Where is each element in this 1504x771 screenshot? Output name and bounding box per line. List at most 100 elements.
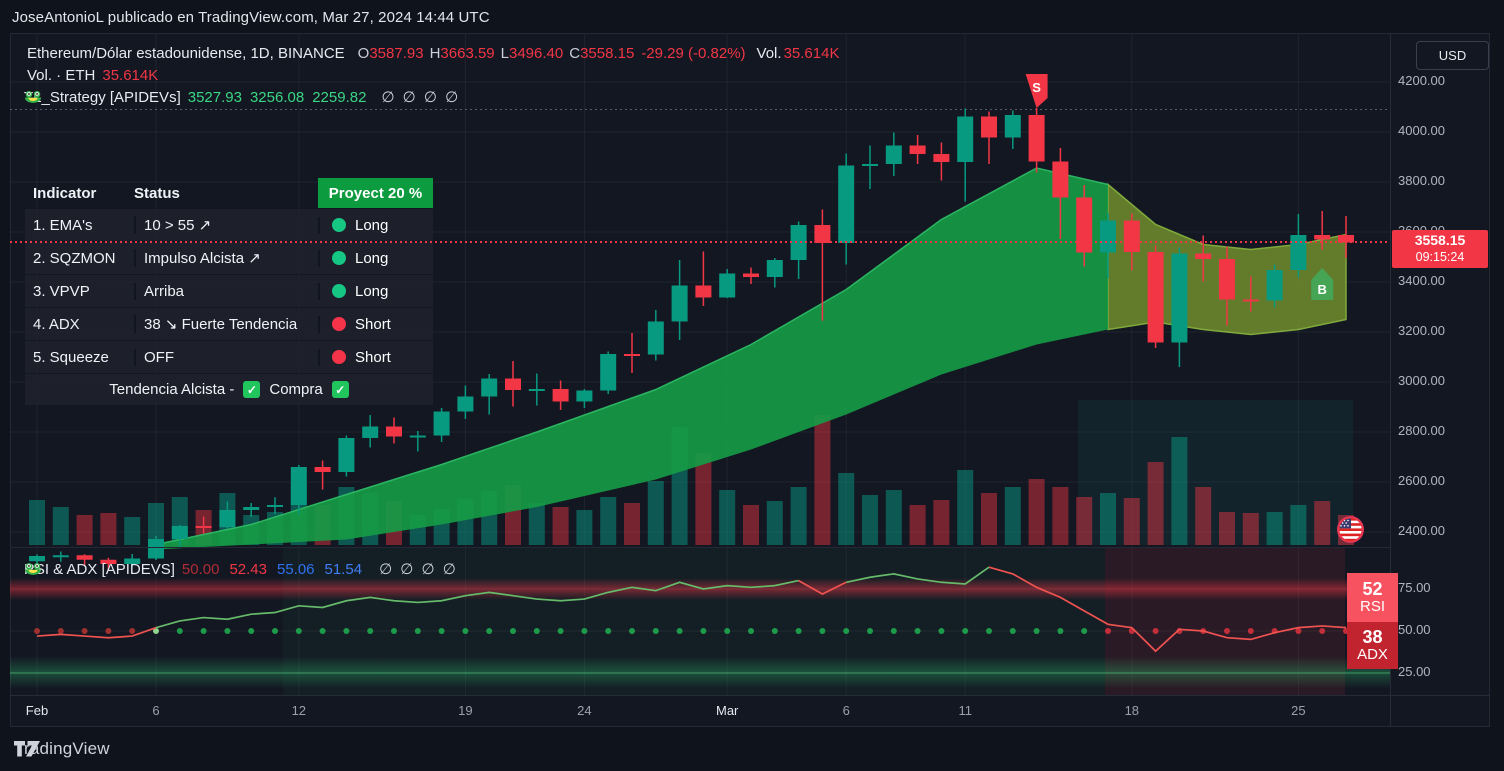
indicator-row: 2. SQZMON Impulso Alcista ↗ Long	[25, 242, 433, 274]
indicator-status: 38 ↘ Fuerte Tendencia	[134, 315, 318, 333]
us-flag-icon[interactable]	[1336, 515, 1365, 544]
published-byline: JoseAntonioL publicado en TradingView.co…	[12, 9, 490, 26]
frog-logo-icon	[24, 563, 42, 575]
indicator-row: 5. Squeeze OFF Short	[25, 341, 433, 373]
rsi-midline-dot	[724, 628, 731, 634]
rsi-midline-dot	[771, 628, 778, 634]
pane-divider[interactable]	[10, 547, 1390, 548]
rsi-midline-dot	[105, 628, 112, 634]
candle	[362, 426, 379, 438]
rsi-badge-label: RSI	[1359, 597, 1385, 615]
symbol-title: Ethereum/Dólar estadounidense, 1D, BINAN…	[27, 45, 345, 62]
rsi-midline-dot	[200, 628, 207, 634]
symbol-legend-row[interactable]: Ethereum/Dólar estadounidense, 1D, BINAN…	[27, 45, 839, 62]
volume-bar	[719, 490, 736, 545]
candle	[457, 396, 474, 412]
strategy-legend-row[interactable]: TL_Strategy [APIDEVs] 3527.93 3256.08 2259…	[24, 88, 461, 107]
indicator-signal: Long	[318, 282, 433, 300]
rsi-midline-dot	[867, 628, 873, 634]
rsi-midline-dot	[81, 628, 88, 634]
candle	[195, 526, 212, 528]
price-tick-label: 2800.00	[1398, 423, 1445, 438]
rsi-midline-dot	[319, 628, 326, 634]
frog-logo-icon	[24, 91, 42, 103]
candle	[624, 354, 640, 356]
candle	[885, 145, 902, 164]
rsi-line-down-segment	[36, 626, 157, 639]
ohlc-value: 3663.59	[440, 45, 495, 62]
rsi-legend-value: 55.06	[276, 560, 315, 578]
candle	[647, 321, 664, 355]
volume-bar	[743, 505, 759, 545]
candle	[1338, 235, 1354, 243]
ohlc-letter: L	[500, 45, 509, 62]
volume-bar	[1195, 487, 1212, 545]
volume-bar	[1266, 512, 1283, 545]
rsi-midline-dot	[938, 628, 945, 634]
candle	[1076, 197, 1093, 253]
candle	[671, 285, 688, 322]
tradingview-logo[interactable]: TradingView	[14, 739, 110, 759]
volume-bar	[1290, 505, 1307, 545]
sell-signal-marker[interactable]	[1025, 74, 1048, 108]
last-price-value: 3558.15	[1414, 232, 1466, 248]
panel-header-status: Status	[134, 184, 180, 202]
candle	[1219, 259, 1235, 300]
volume-legend-row[interactable]: Vol. · ETH 35.614K	[27, 67, 158, 84]
buy-signal-marker[interactable]	[1311, 268, 1334, 300]
volume-bar	[1219, 512, 1235, 545]
strategy-value: 2259.82	[312, 88, 367, 106]
indicator-status: Impulso Alcista ↗	[134, 249, 318, 267]
rsi-legend-row[interactable]: RSI & ADX [APIDEVS] 50.00 52.43 55.06 51.54…	[24, 560, 458, 579]
candle	[862, 164, 878, 166]
indicator-row: 4. ADX 38 ↘ Fuerte Tendencia Short	[25, 308, 433, 340]
rsi-midline-dot	[843, 628, 850, 634]
rsi-midline-dot	[914, 628, 921, 634]
volume-bar	[862, 495, 878, 545]
candle	[1100, 220, 1116, 253]
rsi-midline-dot	[34, 628, 40, 634]
indicator-name: 4. ADX	[33, 315, 80, 333]
time-tick-label: Feb	[25, 703, 49, 718]
rsi-pane-canvas[interactable]	[0, 547, 1390, 695]
indicator-name: 2. SQZMON	[33, 249, 116, 267]
price-tick-label: 2600.00	[1398, 473, 1445, 488]
candle	[148, 539, 164, 559]
rsi-legend-value: 50.00	[181, 560, 220, 578]
candle	[1028, 115, 1045, 162]
candle	[838, 165, 855, 243]
candle	[1052, 161, 1069, 198]
rsi-value-badge: 52 RSI	[1347, 573, 1398, 622]
volume-bar	[1147, 462, 1164, 545]
volume-bar	[695, 453, 712, 545]
indicator-signal: Long	[318, 249, 433, 267]
rsi-midline-dot	[343, 628, 350, 634]
candle	[386, 426, 402, 437]
currency-toggle-button[interactable]: USD	[1416, 41, 1489, 70]
signal-dot-icon	[332, 350, 346, 364]
time-axis-separator[interactable]	[10, 695, 1490, 696]
change-value: -29.29 (-0.82%)	[641, 45, 746, 62]
rsi-midline-dot	[414, 628, 421, 634]
candle	[338, 438, 355, 472]
volume-bar	[1100, 493, 1116, 545]
price-axis-separator[interactable]	[1390, 33, 1391, 727]
time-tick-label: 6	[842, 703, 850, 718]
candle	[171, 526, 188, 539]
candle	[219, 510, 236, 528]
candle	[1266, 270, 1283, 301]
candle	[814, 225, 831, 243]
candle	[243, 507, 260, 510]
strategy-value: 3527.93	[187, 88, 242, 106]
time-tick-label: 18	[1124, 703, 1140, 718]
rsi-midline-dot	[819, 628, 826, 634]
candle	[100, 559, 117, 564]
candle	[1147, 252, 1164, 343]
strategy-null-values: ∅ ∅ ∅ ∅	[381, 89, 461, 106]
candle	[981, 116, 997, 138]
rsi-legend-value: 52.43	[229, 560, 267, 578]
price-chart-canvas[interactable]: SB	[0, 0, 1390, 572]
rsi-midline-dot	[795, 628, 802, 634]
signal-dot-icon	[332, 317, 346, 331]
ema-band-top-edge	[155, 167, 1109, 546]
